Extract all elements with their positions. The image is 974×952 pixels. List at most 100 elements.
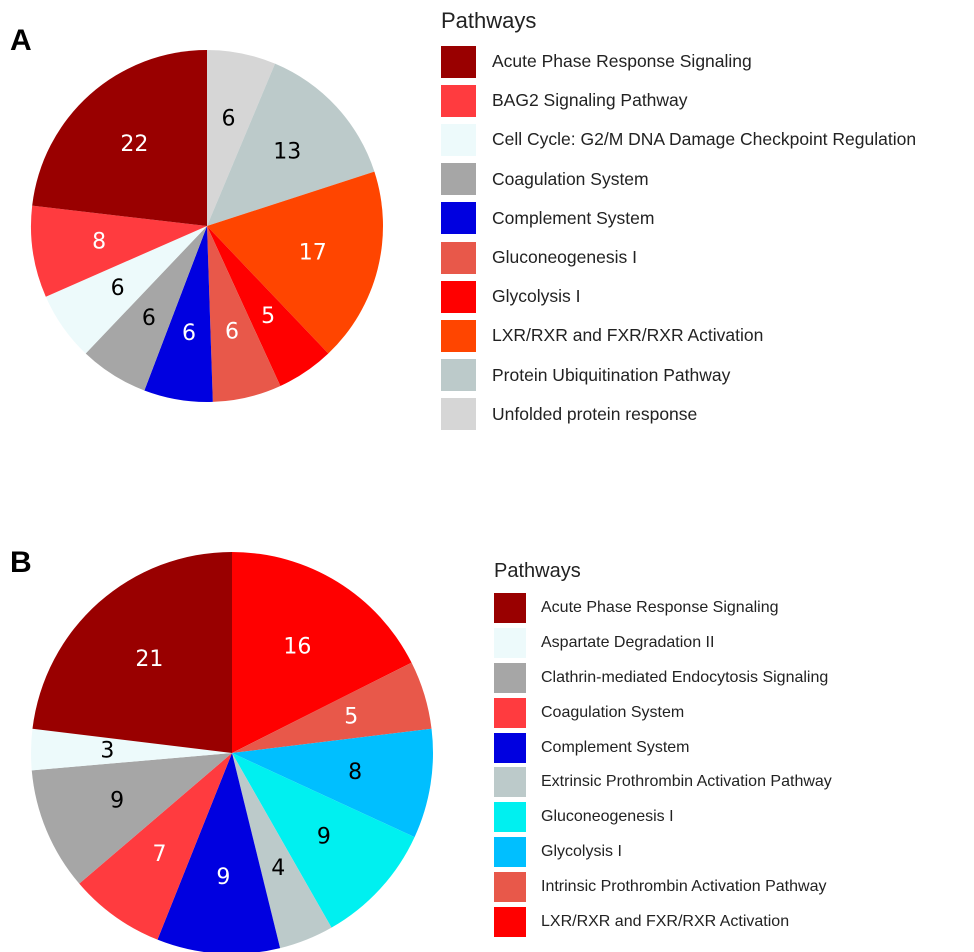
chart-panel-b: B 16 5 8 9 4 9 7 9 3 21 Pathways Acute Phase Resp… [0,530,974,952]
legend-swatch-b-0 [494,593,526,624]
slice-value-label-b-4: 4 [271,856,285,881]
legend-swatch-a-1 [441,84,476,117]
legend-item-a-4: Complement System [441,199,916,238]
legend-swatch-a-4 [441,202,476,235]
legend-label-a-5: Gluconeogenesis I [492,247,637,268]
chart-panel-a: A 6 13 17 5 6 6 6 6 8 22 Pathways Acute Phase Res… [0,0,974,470]
legend-swatch-a-0 [441,45,476,78]
legend-item-a-3: Coagulation System [441,160,916,199]
pie-slice-b-7 [31,753,233,884]
legend-label-b-8: Intrinsic Prothrombin Activation Pathway [541,877,827,895]
pie-slice-b-3 [232,753,415,928]
panel-label-a: A [10,24,32,57]
legend-item-a-7: LXR/RXR and FXR/RXR Activation [441,316,916,355]
slice-value-label-a-9: 22 [120,132,148,157]
legend-item-b-7: Glycolysis I [494,835,832,870]
pie-chart-b: 16 5 8 9 4 9 7 9 3 21 [31,552,433,952]
slice-value-label-a-0: 6 [222,107,236,132]
legend-label-a-9: Unfolded protein response [492,403,698,424]
slice-value-label-b-8: 3 [100,738,114,763]
legend-swatch-b-7 [494,836,526,867]
slice-value-label-b-9: 21 [135,647,163,672]
pie-slice-b-1 [232,662,432,753]
slice-value-label-b-1: 5 [344,704,358,729]
slice-value-label-b-3: 9 [317,825,331,850]
legend-item-a-6: Glycolysis I [441,277,916,316]
pie-slice-b-8 [31,728,233,771]
pie-slice-a-3 [207,226,329,386]
legend-swatch-a-8 [441,359,476,392]
legend-a: Pathways Acute Phase Response Signaling B… [441,8,916,434]
legend-item-b-0: Acute Phase Response Signaling [494,591,832,626]
pie-slice-a-5 [144,226,213,403]
pie-slice-b-0 [232,552,412,753]
legend-label-a-0: Acute Phase Response Signaling [492,51,752,72]
pie-slice-b-5 [157,753,281,952]
slice-value-label-a-7: 6 [111,276,125,301]
legend-item-b-6: Gluconeogenesis I [494,800,832,835]
slice-value-label-a-4: 6 [225,320,239,345]
legend-swatch-b-2 [494,662,526,693]
legend-item-b-8: Intrinsic Prothrombin Activation Pathway [494,869,832,904]
legend-title-a: Pathways [441,8,537,33]
legend-swatch-a-6 [441,280,476,313]
legend-label-a-8: Protein Ubiquitination Pathway [492,364,731,385]
legend-swatch-a-9 [441,398,476,431]
legend-item-b-5: Extrinsic Prothrombin Activation Pathway [494,765,832,800]
legend-swatch-b-8 [494,871,526,902]
legend-label-a-2: Cell Cycle: G2/M DNA Damage Checkpoint R… [492,129,917,150]
legend-swatch-b-5 [494,767,526,798]
legend-label-a-1: BAG2 Signaling Pathway [492,90,688,111]
slice-value-label-a-2: 17 [299,240,327,265]
legend-item-a-9: Unfolded protein response [441,395,916,434]
legend-label-a-7: LXR/RXR and FXR/RXR Activation [492,325,764,346]
legend-label-b-6: Gluconeogenesis I [541,808,674,826]
legend-label-b-4: Complement System [541,738,690,756]
legend-item-b-9: LXR/RXR and FXR/RXR Activation [494,904,832,939]
legend-items-a: Acute Phase Response Signaling BAG2 Signa… [441,42,916,434]
legend-swatch-b-1 [494,628,526,659]
legend-swatch-b-4 [494,732,526,763]
pie-slice-b-9 [32,552,232,753]
legend-item-a-8: Protein Ubiquitination Pathway [441,356,916,395]
legend-label-b-0: Acute Phase Response Signaling [541,599,779,617]
slice-value-label-a-3: 5 [261,304,275,329]
slice-value-label-a-1: 13 [273,140,301,165]
pie-slice-a-2 [207,171,383,354]
slice-value-label-a-5: 6 [182,321,196,346]
legend-item-b-3: Coagulation System [494,695,832,730]
legend-title-b: Pathways [494,560,581,582]
pie-slice-b-4 [232,753,332,949]
pie-slice-b-6 [79,753,233,940]
legend-swatch-b-6 [494,802,526,833]
legend-label-b-3: Coagulation System [541,703,685,721]
legend-label-a-3: Coagulation System [492,168,649,189]
legend-item-b-2: Clathrin-mediated Endocytosis Signaling [494,661,832,696]
legend-label-b-7: Glycolysis I [541,842,622,860]
panel-label-b: B [10,546,32,579]
slice-value-label-b-0: 16 [283,634,311,659]
legend-item-b-1: Aspartate Degradation II [494,626,832,661]
slice-value-label-a-6: 6 [142,306,156,331]
legend-swatch-b-9 [494,906,526,937]
legend-label-a-6: Glycolysis I [492,286,581,307]
legend-item-a-0: Acute Phase Response Signaling [441,42,916,81]
legend-label-a-4: Complement System [492,207,655,228]
slice-value-label-b-7: 9 [110,789,124,814]
legend-swatch-a-7 [441,319,476,352]
legend-items-b: Acute Phase Response Signaling Aspartate … [494,591,832,939]
legend-item-a-5: Gluconeogenesis I [441,238,916,277]
slice-value-label-a-8: 8 [92,230,106,255]
legend-swatch-b-3 [494,697,526,728]
legend-label-b-9: LXR/RXR and FXR/RXR Activation [541,912,790,930]
pie-slice-a-8 [31,205,207,297]
legend-item-b-4: Complement System [494,730,832,765]
legend-b: Pathways Acute Phase Response Signaling A… [494,560,832,939]
legend-swatch-a-2 [441,123,476,156]
pie-slice-b-2 [232,728,433,838]
pie-slice-a-4 [207,226,281,402]
legend-label-b-5: Extrinsic Prothrombin Activation Pathway [541,773,832,791]
pie-slice-a-7 [45,226,207,354]
slice-value-label-b-6: 7 [152,842,166,867]
